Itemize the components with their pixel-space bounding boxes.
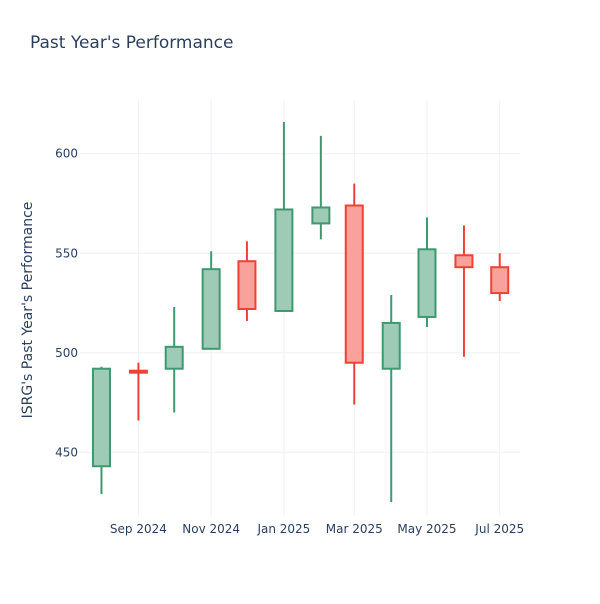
y-tick-label: 550 (55, 246, 78, 260)
candle-body-decreasing (237, 260, 257, 310)
chart-title: Past Year's Performance (30, 33, 234, 53)
x-tick-label: Nov 2024 (182, 522, 240, 536)
candle-body-decreasing (128, 369, 148, 374)
candle-body-increasing (91, 367, 111, 468)
candle-body-decreasing (490, 266, 510, 295)
x-tick-label: Jan 2025 (256, 522, 310, 536)
x-tick-label: Mar 2025 (326, 522, 383, 536)
y-tick-label: 600 (55, 147, 78, 161)
candle-body-increasing (381, 321, 401, 370)
x-tick-label: May 2025 (397, 522, 456, 536)
candle-body-increasing (311, 206, 331, 225)
x-tick-label: Jul 2025 (474, 522, 524, 536)
candle-body-decreasing (454, 254, 474, 269)
candle-body-increasing (417, 248, 437, 318)
candle-body-increasing (274, 208, 294, 312)
candle-body-increasing (164, 345, 184, 370)
y-tick-label: 450 (55, 445, 78, 459)
y-tick-label: 500 (55, 346, 78, 360)
candle-body-increasing (201, 268, 221, 350)
y-axis-label: ISRG's Past Year's Performance (20, 201, 36, 419)
x-tick-label: Sep 2024 (110, 522, 167, 536)
candle-body-decreasing (344, 204, 364, 364)
